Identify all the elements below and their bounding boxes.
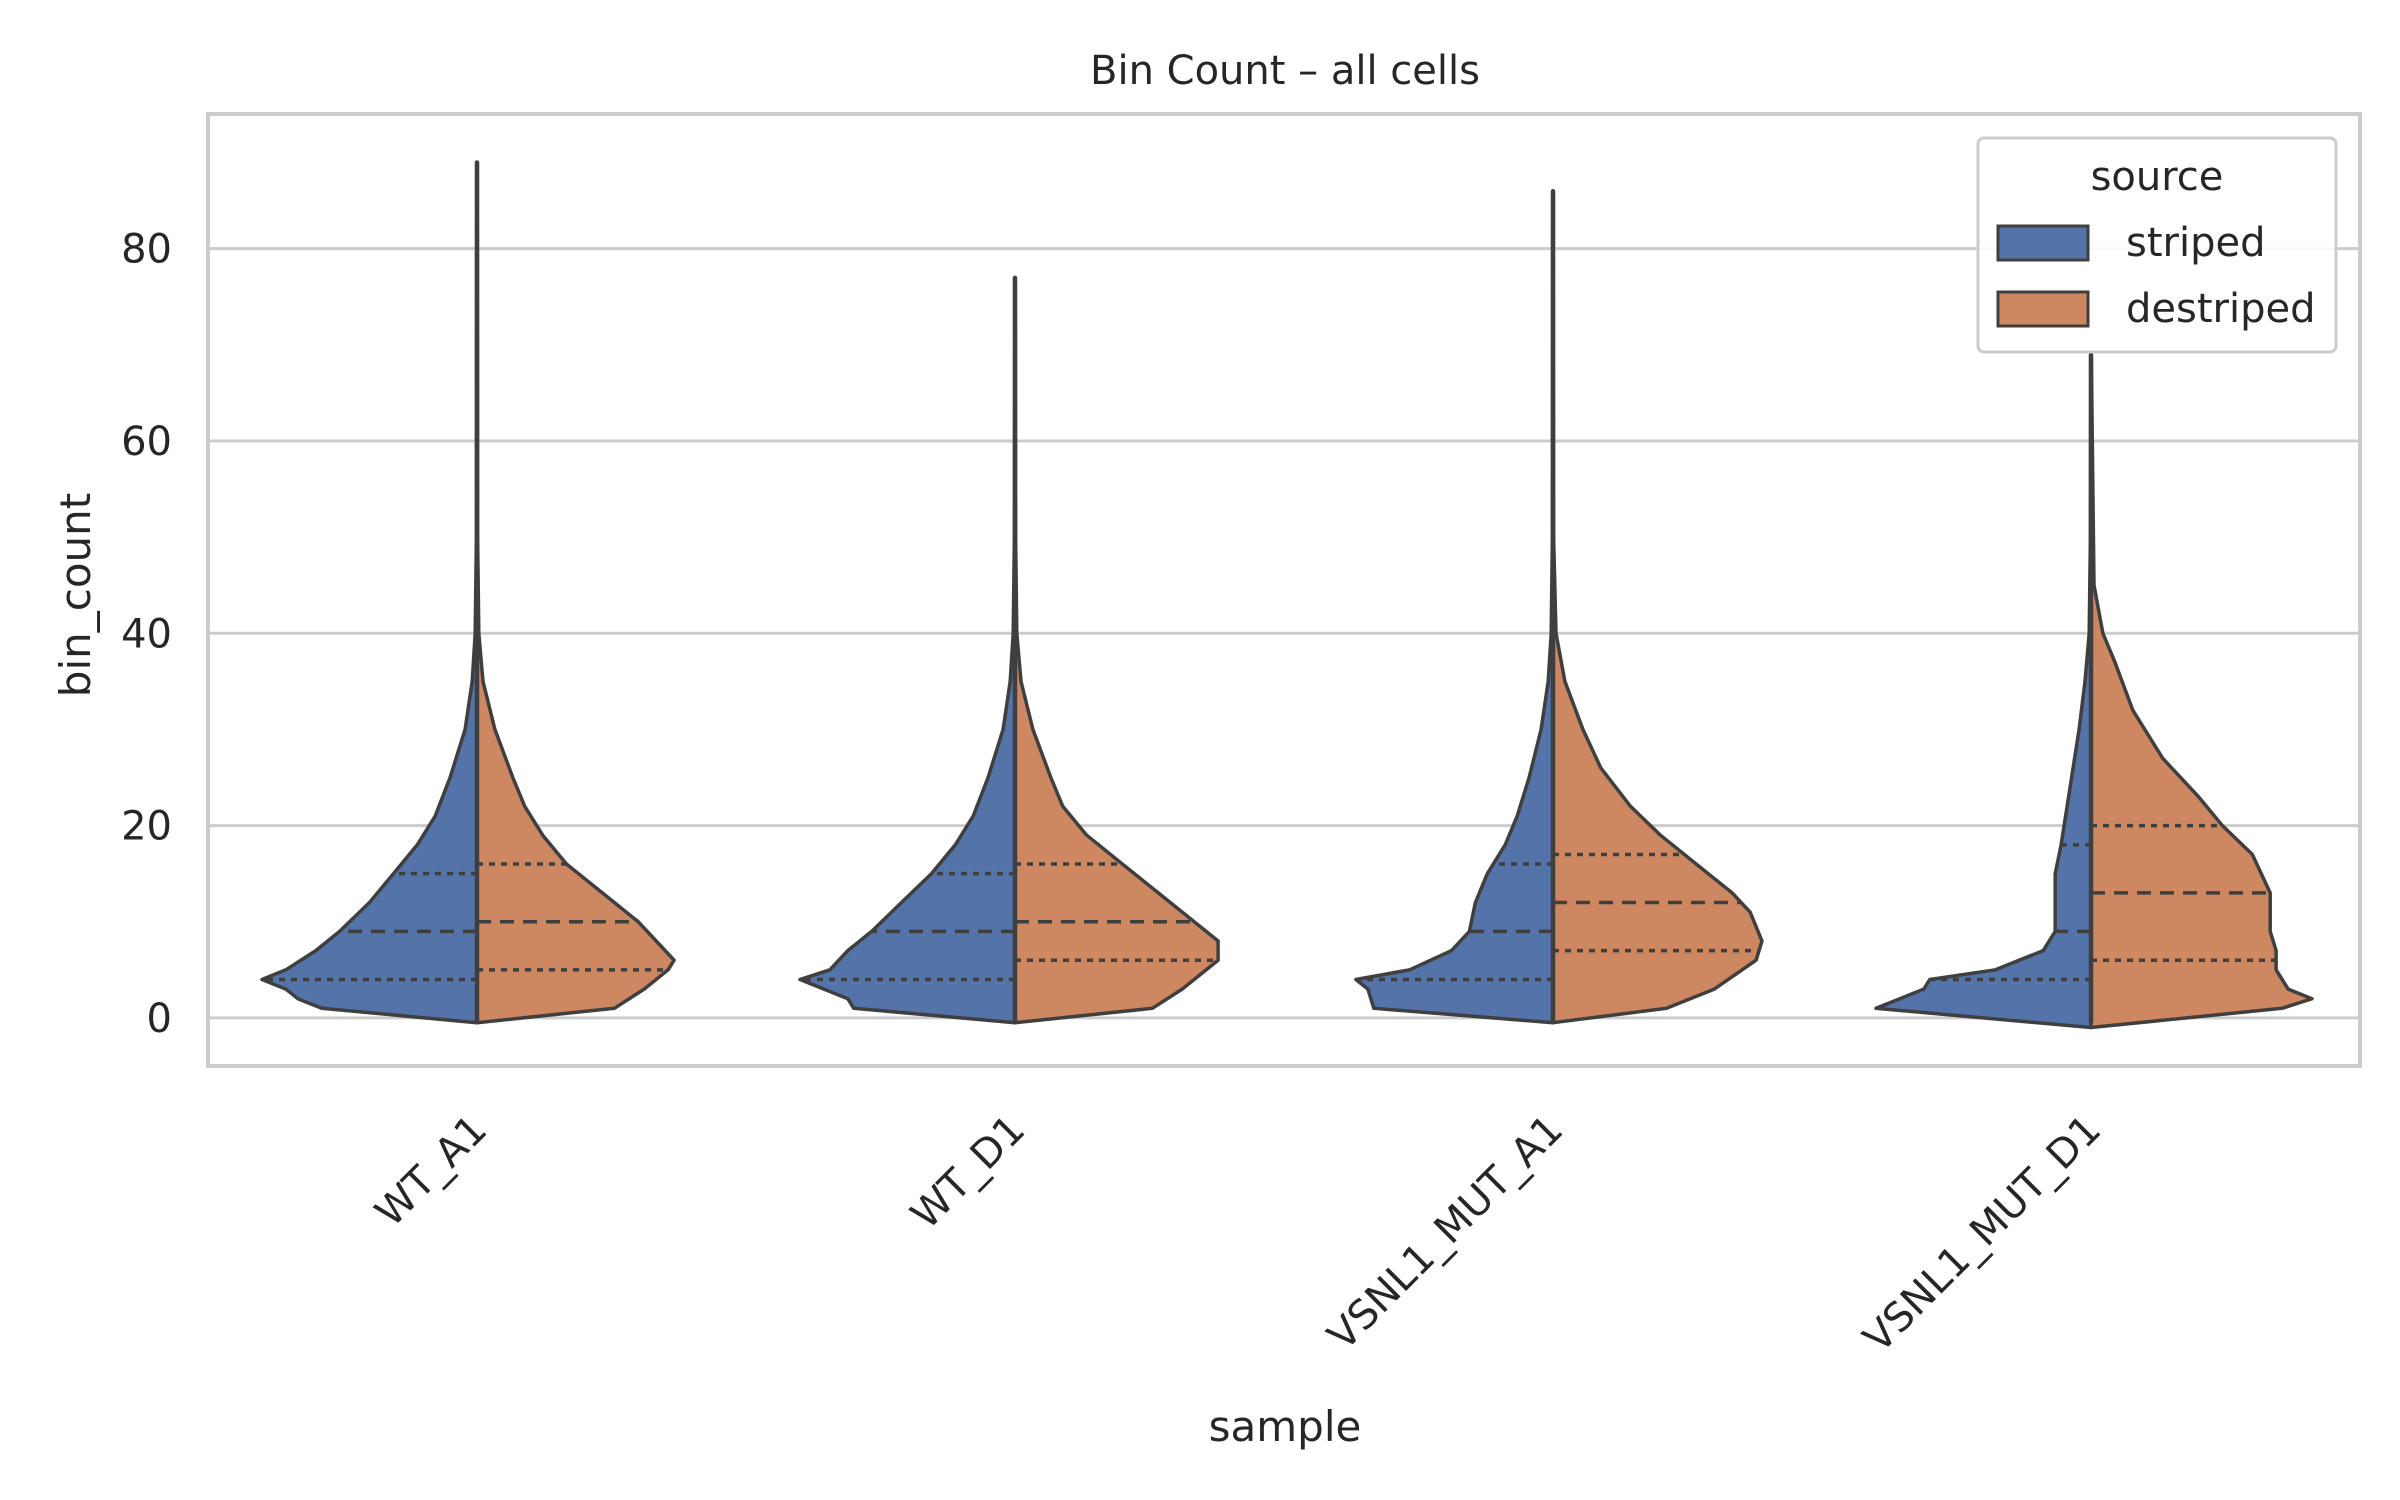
y-tick-label: 60 — [121, 419, 172, 465]
legend-title: source — [2091, 154, 2224, 200]
violin-destriped-VSNL1_MUT_A1 — [1551, 189, 1764, 1025]
violin-striped-WT_A1 — [260, 160, 479, 1025]
x-axis-label: sample — [1209, 1402, 1362, 1451]
x-tick-label: WT_A1 — [367, 1107, 496, 1236]
legend-swatch-destriped — [1996, 290, 2090, 328]
plot-frame — [206, 112, 2362, 1068]
legend-entry-destriped: destriped — [2126, 286, 2315, 332]
chart-title: Bin Count – all cells — [1090, 48, 1480, 94]
x-tick-label: WT_D1 — [902, 1107, 1034, 1239]
y-axis-label: bin_count — [51, 493, 100, 697]
violin-destriped-VSNL1_MUT_D1 — [2089, 352, 2314, 1030]
y-tick-label: 80 — [121, 227, 172, 273]
y-tick-label: 40 — [121, 611, 172, 657]
x-tick-label: VSNL1_MUT_D1 — [1855, 1107, 2110, 1362]
violin-destriped-WT_D1 — [1013, 275, 1220, 1025]
legend-swatch-striped — [1996, 224, 2090, 262]
violin-destriped-WT_A1 — [475, 160, 676, 1025]
violin-striped-VSNL1_MUT_A1 — [1354, 189, 1555, 1025]
violin-striped-WT_D1 — [798, 275, 1017, 1025]
y-tick-label: 0 — [147, 996, 172, 1042]
legend: source striped destriped — [1976, 136, 2338, 354]
y-tick-label: 20 — [121, 804, 172, 850]
x-tick-label: VSNL1_MUT_A1 — [1319, 1107, 1572, 1360]
legend-entry-striped: striped — [2126, 220, 2265, 266]
violin-striped-VSNL1_MUT_D1 — [1874, 352, 2093, 1030]
